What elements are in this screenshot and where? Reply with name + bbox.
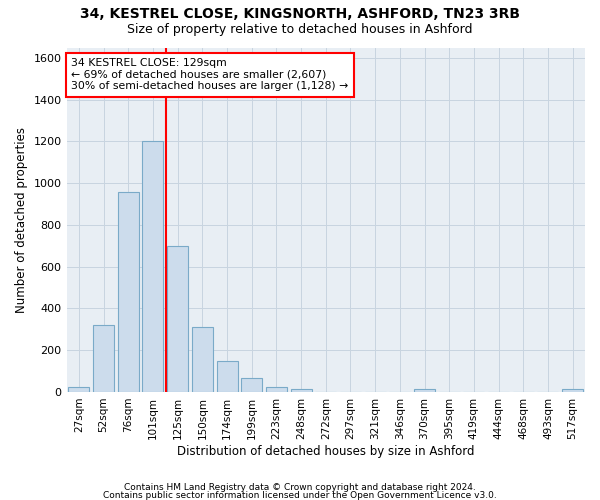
Bar (266, 386, 287, 392)
Bar (142, 142, 163, 392)
Bar (118, 192, 139, 392)
Text: Contains HM Land Registry data © Crown copyright and database right 2024.: Contains HM Land Registry data © Crown c… (124, 484, 476, 492)
Y-axis label: Number of detached properties: Number of detached properties (15, 126, 28, 312)
Bar (68, 386, 89, 392)
Text: Contains public sector information licensed under the Open Government Licence v3: Contains public sector information licen… (103, 490, 497, 500)
Bar (93, 325, 114, 392)
Bar (414, 389, 435, 392)
Bar (290, 389, 311, 392)
Text: 34, KESTREL CLOSE, KINGSNORTH, ASHFORD, TN23 3RB: 34, KESTREL CLOSE, KINGSNORTH, ASHFORD, … (80, 8, 520, 22)
Bar (562, 389, 583, 392)
Bar (241, 378, 262, 392)
X-axis label: Distribution of detached houses by size in Ashford: Distribution of detached houses by size … (177, 444, 475, 458)
Bar (167, 246, 188, 392)
Text: 34 KESTREL CLOSE: 129sqm
← 69% of detached houses are smaller (2,607)
30% of sem: 34 KESTREL CLOSE: 129sqm ← 69% of detach… (71, 58, 349, 91)
Text: Size of property relative to detached houses in Ashford: Size of property relative to detached ho… (127, 22, 473, 36)
Bar (192, 327, 213, 392)
Bar (217, 360, 238, 392)
